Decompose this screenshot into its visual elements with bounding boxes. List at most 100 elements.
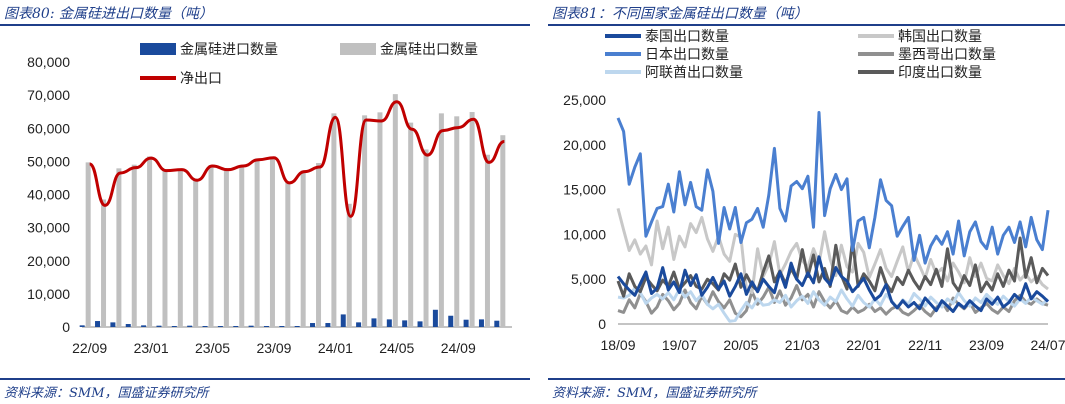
legend-label: 墨西哥出口数量 (898, 47, 996, 63)
import-bar (95, 321, 101, 327)
x-tick-label: 22/09 (72, 340, 107, 356)
y-tick-label: 0 (62, 319, 70, 335)
x-tick-label: 24/01 (318, 340, 353, 356)
series-line (616, 255, 1050, 313)
left-source-rule (0, 378, 530, 380)
import-bar (141, 325, 147, 327)
right-chart-svg: 0 5,000 10,000 15,000 20,000 25,000 18/09 19/07… (563, 29, 1065, 353)
x-tick-label: 18/09 (600, 337, 635, 353)
y-tick-label: 10,000 (563, 226, 606, 242)
export-bar (208, 165, 214, 327)
export-bar (346, 203, 352, 327)
y-tick-label: 20,000 (563, 137, 606, 153)
x-tick-label: 20/05 (723, 337, 758, 353)
export-bar (116, 168, 122, 327)
import-bar (402, 320, 408, 327)
export-bar (377, 112, 383, 327)
y-tick-label: 30,000 (27, 220, 70, 236)
export-bar (147, 156, 153, 327)
y-tick-label: 5,000 (571, 271, 606, 287)
x-tick-label: 21/03 (785, 337, 820, 353)
x-tick-label: 24/05 (379, 340, 414, 356)
export-bar (193, 178, 199, 327)
y-tick-label: 50,000 (27, 153, 70, 169)
x-tick-label: 23/09 (969, 337, 1004, 353)
import-bar (294, 326, 300, 327)
export-bar (223, 168, 229, 327)
import-bar (463, 319, 469, 327)
export-bar (101, 199, 107, 327)
export-bar (408, 122, 414, 328)
import-bar (233, 326, 239, 327)
export-bar (285, 181, 291, 327)
left-chart-source: 资料来源：SMM，国盛证券研究所 (4, 386, 209, 401)
series-line (616, 236, 1050, 298)
left-chart-title: 图表80: 金属硅进出口数量（吨） (4, 6, 213, 22)
y-tick-label: 15,000 (563, 182, 606, 198)
import-bar (371, 318, 377, 327)
right-title-rule (548, 24, 1065, 26)
legend-label-import: 金属硅进口数量 (180, 42, 278, 58)
import-bar (478, 319, 484, 327)
legend-label: 韩国出口数量 (898, 29, 982, 45)
left-title-rule (0, 24, 530, 26)
export-bar (454, 116, 460, 327)
import-bar (187, 325, 193, 327)
left-chart-svg: 0 10,000 20,000 30,000 40,000 50,000 60,000 70,… (27, 42, 512, 356)
import-bar (494, 320, 500, 327)
import-bar (325, 323, 331, 327)
right-source-rule (548, 378, 1065, 380)
import-bar (110, 322, 116, 327)
right-chart-source: 资料来源：SMM，国盛证券研究所 (552, 386, 757, 401)
legend-label: 阿联酋出口数量 (645, 64, 743, 81)
legend-label-net: 净出口 (180, 71, 222, 87)
import-bar (217, 326, 223, 327)
x-tick-label: 23/05 (195, 340, 230, 356)
y-tick-label: 25,000 (563, 92, 606, 108)
export-bar (300, 170, 306, 327)
x-tick-label: 19/07 (662, 337, 697, 353)
export-bar (392, 94, 398, 327)
import-bar (417, 321, 423, 327)
export-bar (500, 135, 506, 327)
import-bar (310, 323, 316, 327)
left-chart-panel: 图表80: 金属硅进出口数量（吨） 0 10,000 20,000 30,000 40,… (0, 0, 530, 404)
y-tick-label: 70,000 (27, 87, 70, 103)
import-bar (263, 326, 269, 327)
y-tick-label: 20,000 (27, 253, 70, 269)
series-line (616, 111, 1050, 265)
export-bar (362, 115, 368, 327)
export-bar (85, 162, 91, 327)
right-chart-title: 图表81：不同国家金属硅出口数量（吨） (552, 6, 808, 22)
import-bar (125, 324, 131, 327)
export-bar (331, 113, 337, 327)
x-tick-label: 22/01 (846, 337, 881, 353)
right-chart-panel: 图表81：不同国家金属硅出口数量（吨） 0 5,000 10,000 15,000 20… (548, 0, 1065, 404)
export-bar (423, 149, 429, 327)
legend-swatch-import (140, 43, 176, 55)
y-tick-label: 10,000 (27, 286, 70, 302)
import-bar (79, 325, 85, 327)
export-bar (131, 164, 137, 327)
export-bar (438, 113, 444, 327)
import-bar (171, 326, 177, 327)
x-tick-label: 23/01 (134, 340, 169, 356)
import-bar (248, 325, 254, 327)
export-bar (269, 156, 275, 327)
y-tick-label: 0 (598, 316, 606, 332)
legend-label-export: 金属硅出口数量 (380, 42, 478, 58)
import-bar (279, 326, 285, 327)
y-tick-label: 80,000 (27, 54, 70, 70)
export-bar (254, 158, 260, 327)
legend-label: 日本出口数量 (645, 47, 729, 63)
import-bar (202, 326, 208, 327)
import-bar (340, 314, 346, 327)
legend-label: 泰国出口数量 (645, 29, 729, 45)
import-bar (432, 309, 438, 327)
import-bar (448, 315, 454, 327)
export-bar (239, 165, 245, 327)
legend-label: 印度出口数量 (898, 65, 982, 81)
y-tick-label: 40,000 (27, 187, 70, 203)
series-line (617, 284, 1049, 319)
x-tick-label: 24/07 (1030, 337, 1065, 353)
